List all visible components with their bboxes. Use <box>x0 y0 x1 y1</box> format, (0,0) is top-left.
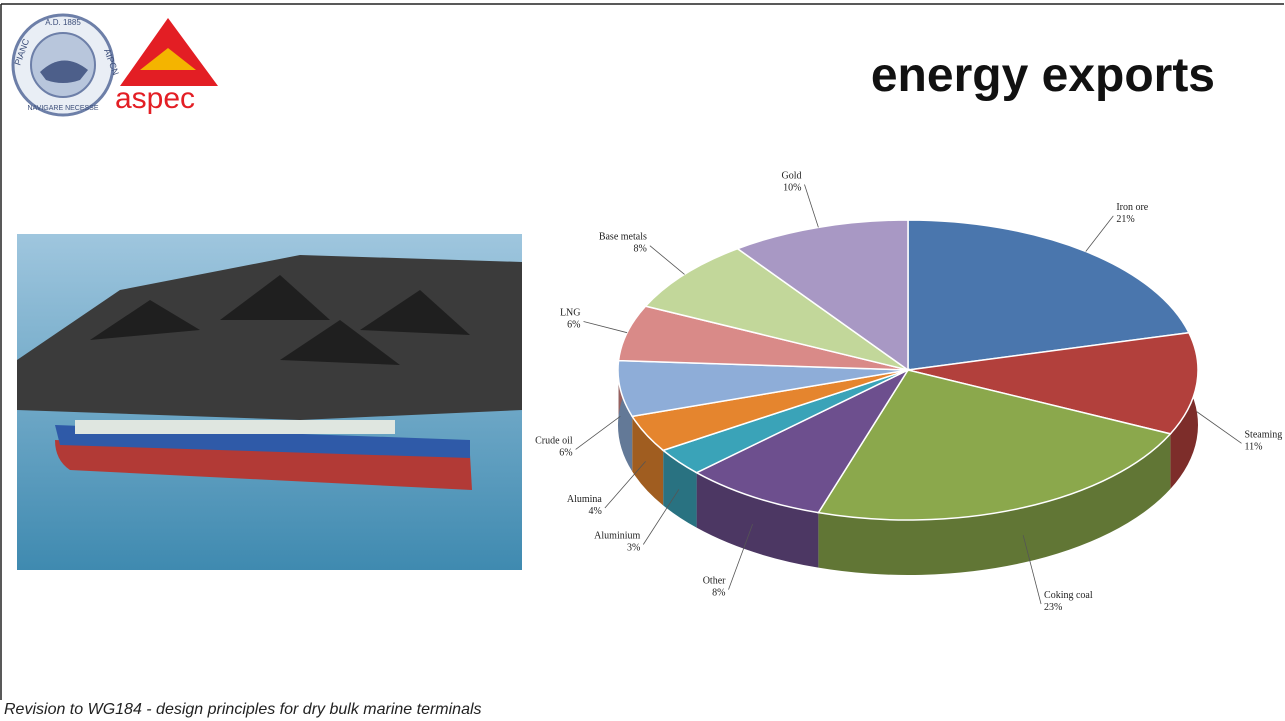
value-label: 6% <box>559 447 572 458</box>
leader-line <box>604 461 646 509</box>
leader-line <box>728 524 753 590</box>
value-label: 8% <box>712 588 725 599</box>
pianc-logo: A.D. 1885 PIANC AIPCN NAVIGARE NECESSE <box>11 13 121 117</box>
pie-tops <box>617 219 1199 521</box>
terminal-photo <box>17 234 522 570</box>
leader-line <box>804 184 819 228</box>
category-label: Alumina <box>567 494 603 505</box>
value-label: 8% <box>634 244 647 255</box>
logo-text: A.D. 1885 <box>45 18 81 27</box>
value-label: 3% <box>627 543 640 554</box>
category-label: Base metals <box>599 232 647 243</box>
slide-title: energy exports <box>870 49 1215 102</box>
value-label: 4% <box>589 506 602 517</box>
value-label: 23% <box>1044 602 1062 613</box>
category-label: Coking coal <box>1044 590 1093 601</box>
logo-text: aspec <box>115 82 195 115</box>
pie-slice-side <box>632 416 664 506</box>
leader-line <box>575 415 621 450</box>
pie-slice <box>907 331 1199 435</box>
category-label: Iron ore <box>1116 202 1148 213</box>
leader-line <box>1196 411 1242 444</box>
category-label: Aluminium <box>594 531 640 542</box>
value-label: 11% <box>1245 441 1263 452</box>
pie-slice-side <box>818 433 1171 575</box>
pie-slice <box>907 219 1191 371</box>
leader-line <box>1022 535 1042 605</box>
category-label: LNG <box>560 308 581 319</box>
pie-slice <box>735 219 909 372</box>
pie-slice <box>644 247 909 371</box>
leader-line <box>583 321 628 334</box>
category-label: Other <box>703 576 726 587</box>
leader-line <box>649 245 685 275</box>
leader-line <box>1085 215 1114 252</box>
pie-slice <box>817 369 1172 521</box>
pie-slice-side <box>696 472 819 568</box>
pie-slice <box>694 368 911 514</box>
pie-slice-side <box>663 450 697 528</box>
category-label: Gold <box>781 171 801 182</box>
value-label: 6% <box>567 320 580 331</box>
category-label: Crude oil <box>535 435 573 446</box>
footer: Revision to WG184 - design principles fo… <box>4 701 482 718</box>
leader-line <box>642 489 680 545</box>
value-label: 21% <box>1116 214 1134 225</box>
pie-slice-side <box>618 360 633 472</box>
category-label: Steaming coal <box>1245 429 1285 440</box>
logo-text: NAVIGARE NECESSE <box>27 105 98 112</box>
value-label: 10% <box>783 183 801 194</box>
aspec-logo: aspec <box>115 18 218 115</box>
